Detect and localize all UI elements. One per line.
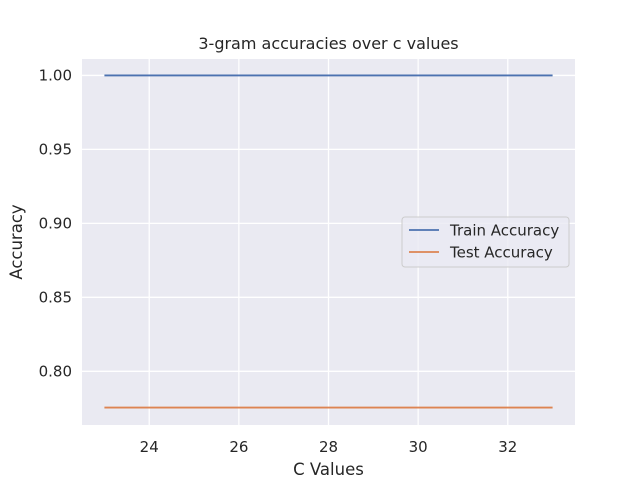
legend: Train Accuracy Test Accuracy [401, 216, 570, 268]
y-tick-label: 0.95 [39, 140, 72, 158]
y-tick-label: 0.80 [39, 362, 72, 380]
x-axis-ticks: 24 26 28 30 32 [140, 438, 518, 456]
series-layer [104, 74, 553, 409]
legend-label-test-accuracy: Test Accuracy [449, 244, 553, 262]
y-tick-label: 0.85 [39, 288, 72, 306]
x-tick-label: 32 [498, 438, 517, 456]
y-axis-label: Accuracy [7, 204, 26, 280]
x-axis-label: C Values [293, 460, 364, 479]
x-tick-label: 24 [140, 438, 159, 456]
legend-label-train-accuracy: Train Accuracy [449, 222, 559, 240]
y-axis-ticks: 0.80 0.85 0.90 0.95 1.00 [39, 66, 72, 380]
x-tick-label: 26 [229, 438, 248, 456]
x-tick-label: 30 [409, 438, 428, 456]
y-tick-label: 0.90 [39, 214, 72, 232]
y-tick-label: 1.00 [39, 66, 72, 84]
legend-box [401, 216, 570, 268]
chart-title: 3-gram accuracies over c values [198, 34, 458, 53]
x-tick-label: 28 [319, 438, 338, 456]
